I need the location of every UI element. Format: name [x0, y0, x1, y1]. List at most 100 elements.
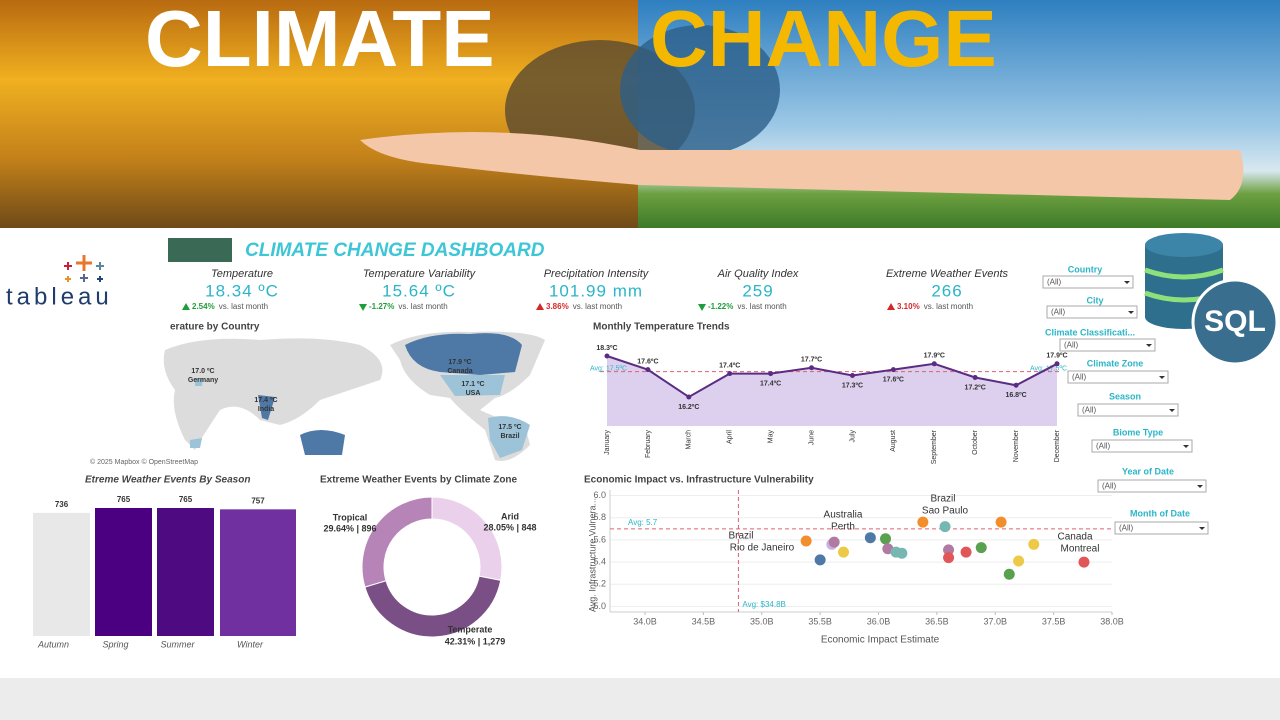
kpi-value: 259 [742, 281, 773, 300]
y-tick-label: 5.4 [593, 556, 606, 566]
chart-title: Economic Impact vs. Infrastructure Vulne… [584, 475, 814, 486]
annotation: Montreal [1061, 544, 1100, 555]
annotation: Sao Paulo [922, 506, 969, 517]
data-label: 16.8ºC [1005, 392, 1026, 399]
trend-arrow [359, 304, 367, 311]
map-value: 17.1 ºC [461, 381, 484, 388]
kpi-change-note: vs. last month [737, 302, 786, 311]
point [931, 361, 937, 367]
point [1078, 556, 1090, 568]
x-tick-label: January [604, 430, 611, 455]
shadow [0, 678, 1280, 720]
y-tick-label: 5.8 [593, 512, 606, 522]
bar [220, 509, 296, 636]
country [488, 416, 530, 458]
map-credit: © 2025 Mapbox © OpenStreetMap [90, 458, 198, 466]
filter-select[interactable] [1091, 439, 1193, 453]
country [190, 438, 202, 448]
kpi-change-value: 2.54% [192, 302, 215, 311]
data-label: 765 [117, 495, 131, 504]
point [1013, 382, 1019, 388]
x-tick-label: August [890, 430, 897, 452]
filter-label: Year of Date [1122, 466, 1174, 476]
kpi-label: Precipitation Intensity [544, 268, 650, 280]
annotation: Canada [1057, 532, 1092, 543]
point [917, 516, 929, 528]
line [606, 355, 1058, 399]
x-tick-label: October [972, 429, 979, 455]
chart-title: Monthly Temperature Trends [593, 322, 730, 333]
data-label: 17.3ºC [842, 382, 863, 389]
filter-select[interactable] [1046, 305, 1138, 319]
annotation: Brazil [728, 531, 753, 542]
data-label: 17.6ºC [637, 359, 658, 366]
x-tick-label: 37.5B [1042, 616, 1066, 626]
filter-select[interactable] [1097, 479, 1207, 493]
x-tick-label: September [931, 429, 938, 464]
reference-label: Avg: 17.5ºC [590, 365, 627, 372]
filter-label: Season [1109, 391, 1141, 401]
slice-value: 29.64% | 896 [323, 523, 376, 533]
filter-value: (All) [1051, 308, 1066, 317]
bar [157, 508, 214, 636]
dropdown-arrow [1124, 281, 1130, 284]
filter-select[interactable] [1067, 370, 1169, 384]
slice-value: 28.05% | 848 [483, 522, 536, 532]
y-tick-label: 5.6 [593, 534, 606, 544]
dropdown-arrow [1128, 311, 1134, 314]
point [939, 521, 951, 533]
x-tick-label: 34.5B [692, 616, 716, 626]
data-label: 17.4ºC [760, 380, 781, 387]
filter-select[interactable] [1114, 521, 1209, 535]
x-tick-label: 36.0B [867, 616, 891, 626]
point [864, 532, 876, 544]
kpi-change-note: vs. last month [924, 302, 973, 311]
point [943, 552, 955, 564]
x-tick-label: 38.0B [1100, 616, 1124, 626]
point [1054, 361, 1060, 367]
dropdown-arrow [1197, 485, 1203, 488]
map-country: Germany [188, 377, 218, 384]
banner-title: CLIMATE [145, 0, 495, 83]
chart-title: Extreme Weather Events by Climate Zone [320, 475, 518, 486]
country [258, 395, 275, 420]
chart-title: Etreme Weather Events By Season [85, 475, 250, 486]
annotation: Brazil [930, 494, 955, 505]
bar [95, 508, 152, 636]
kpi-change-value: 3.86% [546, 302, 569, 311]
data-label: 18.3ºC [596, 345, 617, 352]
filter-select[interactable] [1077, 403, 1179, 417]
x-tick-label: Summer [160, 639, 195, 649]
point [972, 374, 978, 380]
filter-value: (All) [1096, 442, 1111, 451]
filter-select[interactable] [1059, 338, 1156, 352]
tableau-logo: tableau [6, 255, 109, 310]
annotation: Australia [824, 510, 863, 521]
kpi-change: 3.10% vs. last month [897, 302, 973, 311]
point [975, 542, 987, 554]
dropdown-arrow [1199, 527, 1205, 530]
x-tick-label: 35.5B [808, 616, 832, 626]
hands [360, 132, 1244, 200]
x-tick-label: February [645, 430, 652, 459]
banner-title: CHANGE [650, 0, 997, 83]
point [896, 547, 908, 559]
x-tick-label: May [767, 430, 774, 444]
globe [620, 25, 780, 155]
slice-label: Temperate [448, 624, 493, 634]
point [849, 373, 855, 379]
data-label: 17.9ºC [1046, 353, 1067, 360]
country [440, 375, 505, 396]
kpi-change: -1.22% vs. last month [708, 302, 787, 311]
sql-text: SQL [1204, 305, 1266, 338]
kpi-change: 3.86% vs. last month [546, 302, 622, 311]
point [604, 353, 610, 359]
x-axis-title: Economic Impact Estimate [821, 635, 940, 646]
filter-select[interactable] [1042, 275, 1134, 289]
kpi-value: 266 [931, 281, 962, 300]
dropdown-arrow [1159, 376, 1165, 379]
data-label: 17.7ºC [801, 357, 822, 364]
point [995, 516, 1007, 528]
point [890, 367, 896, 373]
x-tick-label: November [1013, 429, 1020, 462]
